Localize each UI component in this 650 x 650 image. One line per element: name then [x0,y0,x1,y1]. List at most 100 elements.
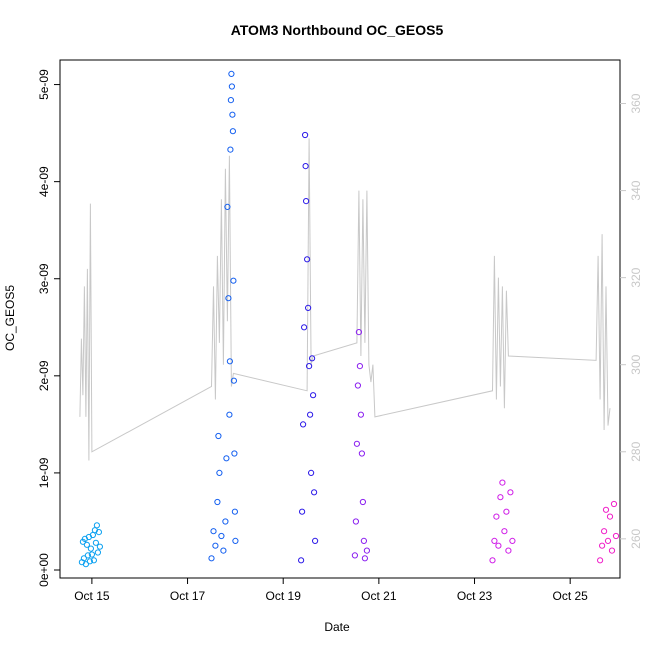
data-point [220,547,227,554]
data-point [226,411,233,418]
y2-tick-label: 280 [629,441,643,461]
data-point [95,529,103,536]
x-axis: Oct 15 Oct 17 Oct 19 Oct 21 Oct 23 Oct 25 [74,577,588,603]
data-point [363,547,370,554]
data-point [608,547,616,554]
data-point [489,557,496,564]
x-tick-label: Oct 25 [552,589,588,603]
data-point [231,508,238,515]
data-point [597,557,604,564]
data-point [301,324,308,331]
y-tick-label: 5e-09 [37,69,51,100]
data-point [358,450,365,457]
data-point [208,555,215,562]
data-point [222,518,229,525]
data-point [82,561,90,568]
data-point [353,440,360,447]
data-point [509,537,516,545]
data-point [225,295,232,302]
data-point [214,498,221,506]
x-axis-label: Date [324,620,350,634]
data-point [612,532,620,540]
y2-tick-label: 340 [629,180,643,200]
chart-title: ATOM3 Northbound OC_GEOS5 [231,22,444,38]
data-point [501,528,508,535]
data-point [299,508,306,515]
plot-frame [59,59,621,579]
y2-tick-label: 300 [629,354,643,374]
data-point [493,513,500,520]
y-tick-label: 2e-09 [37,360,51,391]
secondary-y-axis: 260 280 300 320 340 360 [620,93,643,549]
data-point [601,528,608,535]
data-point [352,518,359,525]
data-point [599,542,606,549]
data-point [229,128,236,135]
data-point [602,506,610,513]
x-tick-label: Oct 15 [74,589,110,603]
y-axis-label: OC_GEOS5 [3,285,17,351]
y-tick-label: 1e-09 [37,457,51,488]
data-point [224,203,231,210]
data-point [308,469,315,476]
data-point [497,494,504,501]
y-axis: 0e+00 1e-09 2e-09 3e-09 4e-09 5e-09 [37,69,61,587]
data-point [354,382,361,389]
data-point [302,163,309,170]
data-point [298,557,305,564]
data-point [216,469,223,476]
data-point [223,455,230,462]
data-point [606,513,614,520]
data-point [231,450,238,457]
y-tick-label: 3e-09 [37,263,51,294]
y2-tick-label: 260 [629,528,643,548]
data-point [503,508,510,515]
data-point [87,545,95,552]
data-point [300,421,307,428]
data-point [311,489,318,496]
data-point [83,541,91,548]
data-point [491,537,498,545]
y2-tick-label: 320 [629,267,643,287]
data-point [226,358,233,365]
data-point [230,277,237,284]
data-point [309,355,316,362]
data-point [230,377,237,384]
x-tick-label: Oct 19 [266,589,302,603]
data-point [232,537,239,545]
data-point [302,131,309,139]
data-point [228,70,235,78]
data-point [212,542,219,549]
data-point [355,329,362,336]
data-point [359,498,366,506]
data-point [495,542,502,549]
data-point [306,363,313,370]
data-point [499,479,506,486]
data-point [604,537,612,545]
data-point [303,198,310,205]
x-tick-label: Oct 21 [361,589,397,603]
data-point [96,543,104,550]
data-point [304,256,311,263]
data-point [80,555,88,562]
data-point [227,146,234,153]
points-layer [78,70,620,568]
data-point [505,547,512,554]
data-point [357,411,364,418]
data-point [361,555,368,562]
data-point [88,551,96,558]
secondary-line-layer [79,138,611,461]
x-tick-label: Oct 23 [457,589,493,603]
data-point [507,489,514,496]
data-point [307,411,314,418]
data-point [84,552,92,559]
data-point [229,111,236,118]
data-point [610,500,618,508]
data-point [351,552,358,559]
data-point [360,537,367,545]
data-point [228,83,235,90]
data-point [227,97,234,104]
data-point [312,537,319,545]
data-point [92,539,100,546]
